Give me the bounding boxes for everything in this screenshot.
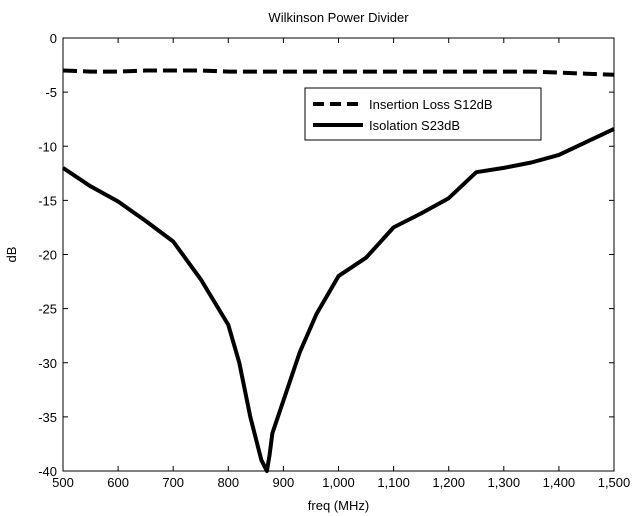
y-axis-label: dB [4,247,19,263]
x-tick-label: 1,500 [598,475,631,490]
x-tick-label: 700 [162,475,184,490]
y-tick-label: -15 [38,193,57,208]
y-tick-label: -40 [38,464,57,479]
x-tick-label: 1,100 [377,475,410,490]
x-tick-label: 1,200 [432,475,465,490]
legend-label-2: Isolation S23dB [369,118,460,133]
y-tick-label: 0 [50,31,57,46]
legend-label-1: Insertion Loss S12dB [369,97,493,112]
x-tick-label: 900 [273,475,295,490]
chart-title: Wilkinson Power Divider [268,10,409,25]
legend-box [304,87,542,141]
series-line-2 [61,127,615,473]
y-tick-label: -5 [45,85,57,100]
x-axis-label: freq (MHz) [308,498,369,513]
series-layer [61,68,615,473]
y-tick-label: -20 [38,248,57,263]
y-tick-label: -25 [38,302,57,317]
x-tick-label: 500 [52,475,74,490]
y-tick-label: -10 [38,139,57,154]
ticks-layer: 500 600 700 800 900 1,000 1,100 1,200 1,300 1,400… [38,31,630,490]
x-tick-label: 600 [107,475,129,490]
x-tick-label: 800 [217,475,239,490]
y-tick-label: -35 [38,410,57,425]
x-tick-label: 1,300 [488,475,521,490]
series-line-1 [62,68,615,77]
y-tick-label: -30 [38,356,57,371]
x-tick-label: 1,000 [322,475,355,490]
x-tick-label: 1,400 [543,475,576,490]
legend: Insertion Loss S12dB Isolation S23dB [304,87,542,141]
